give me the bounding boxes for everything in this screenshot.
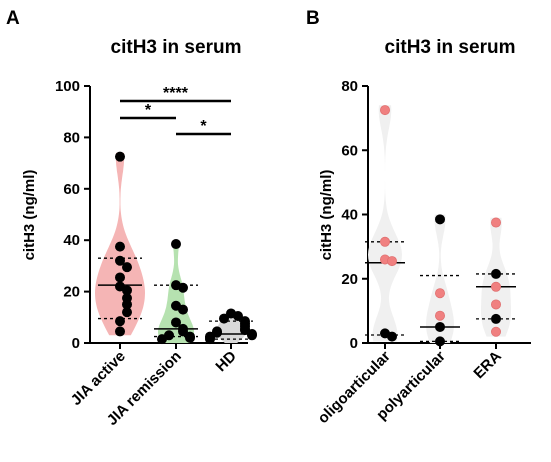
panel-b-y-tick-label-20: 20	[341, 271, 358, 288]
panel-b-point-era-2	[490, 281, 501, 292]
panel-a-point-jia-remission-7	[177, 326, 188, 337]
panel-b-y-tick-label-40: 40	[341, 207, 358, 224]
panel-a-y-tick-label-60: 60	[63, 181, 80, 198]
panel-b-point-polyarticular-2	[434, 310, 445, 321]
panel-a-point-jia-remission-0	[170, 239, 181, 250]
panel-b-point-era-3	[490, 299, 501, 310]
panel-b-point-era-0	[490, 217, 501, 228]
panel-b-point-era-5	[490, 326, 501, 337]
panel-a-point-jia-active-9	[122, 307, 133, 318]
panel-b-y-tick-label-60: 60	[341, 142, 358, 159]
panel-a-point-jia-active-2	[115, 255, 126, 266]
panel-a-x-tick-label-hd: HD	[212, 348, 239, 375]
panel-a-point-jia-remission-10	[184, 332, 195, 343]
panel-a-point-jia-remission-11	[156, 334, 167, 345]
panel-a-violin-jia-remission	[158, 240, 194, 343]
panel-a-point-jia-active-10	[115, 316, 126, 327]
panel-a-y-tick-label-0: 0	[72, 335, 80, 352]
panel-b-violin-polyarticular	[426, 214, 454, 343]
panel-b-y-tick-label-0: 0	[350, 335, 358, 352]
panel-a-significance-label-0: ****	[163, 85, 189, 102]
panel-a-y-tick-label-40: 40	[63, 232, 80, 249]
panel-a-point-jia-active-3	[122, 262, 133, 273]
panel-a-letter: A	[6, 8, 20, 29]
panel-a-point-hd-1	[232, 311, 243, 322]
panel-a-significance-label-2: *	[200, 118, 207, 135]
panel-a-point-jia-active-11	[115, 326, 126, 337]
panel-a-point-hd-2	[218, 313, 229, 324]
panel-b-point-oligoarticular-0	[379, 105, 390, 116]
panel-a-y-axis-label: citH3 (ng/ml)	[21, 170, 38, 261]
panel-b-point-polyarticular-3	[434, 321, 445, 332]
panel-b-point-polyarticular-1	[434, 288, 445, 299]
panel-b-letter: B	[306, 8, 320, 29]
panel-b-y-axis-label: citH3 (ng/ml)	[318, 170, 335, 261]
panel-b-x-tick-label-era: ERA	[470, 348, 505, 383]
panel-b-point-oligoarticular-1	[379, 236, 390, 247]
panel-b-violin-oligoarticular	[368, 105, 402, 342]
panel-b-point-era-4	[490, 313, 501, 324]
panel-b-point-oligoarticular-5	[386, 331, 397, 342]
panel-b-y-tick-label-80: 80	[341, 78, 358, 95]
panel-a-point-jia-active-0	[115, 151, 126, 162]
panel-a-y-tick-label-20: 20	[63, 284, 80, 301]
panel-a-point-jia-remission-2	[177, 282, 188, 293]
panel-a-point-jia-active-4	[115, 272, 126, 283]
panel-a-y-tick-label-80: 80	[63, 129, 80, 146]
panel-a-significance-label-1: *	[145, 102, 152, 119]
panel-b-title: citH3 in serum	[385, 37, 516, 58]
panel-a-point-hd-14	[204, 334, 215, 345]
panel-a-y-tick-label-100: 100	[55, 78, 80, 95]
panel-a-point-jia-remission-4	[177, 304, 188, 315]
panel-b-point-polyarticular-0	[434, 214, 445, 225]
panel-a-title: citH3 in serum	[111, 37, 242, 58]
panel-a-point-jia-remission-5	[170, 317, 181, 328]
panel-a-point-jia-active-1	[115, 241, 126, 252]
panel-a-point-hd-11	[246, 330, 257, 341]
panel-b-point-oligoarticular-3	[386, 256, 397, 267]
panel-b-point-era-1	[490, 268, 501, 279]
